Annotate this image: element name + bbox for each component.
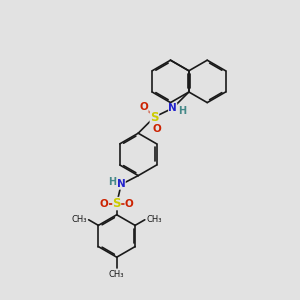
Text: O: O xyxy=(100,199,109,208)
Text: O: O xyxy=(140,102,148,112)
Text: CH₃: CH₃ xyxy=(109,270,124,279)
Text: O: O xyxy=(153,124,162,134)
Text: N: N xyxy=(168,103,177,113)
Text: H: H xyxy=(108,176,116,187)
Text: S: S xyxy=(112,197,121,210)
Text: S: S xyxy=(150,110,159,124)
Text: H: H xyxy=(178,106,186,116)
Text: CH₃: CH₃ xyxy=(146,215,162,224)
Text: O: O xyxy=(125,199,134,208)
Text: CH₃: CH₃ xyxy=(72,215,87,224)
Text: N: N xyxy=(117,179,125,190)
